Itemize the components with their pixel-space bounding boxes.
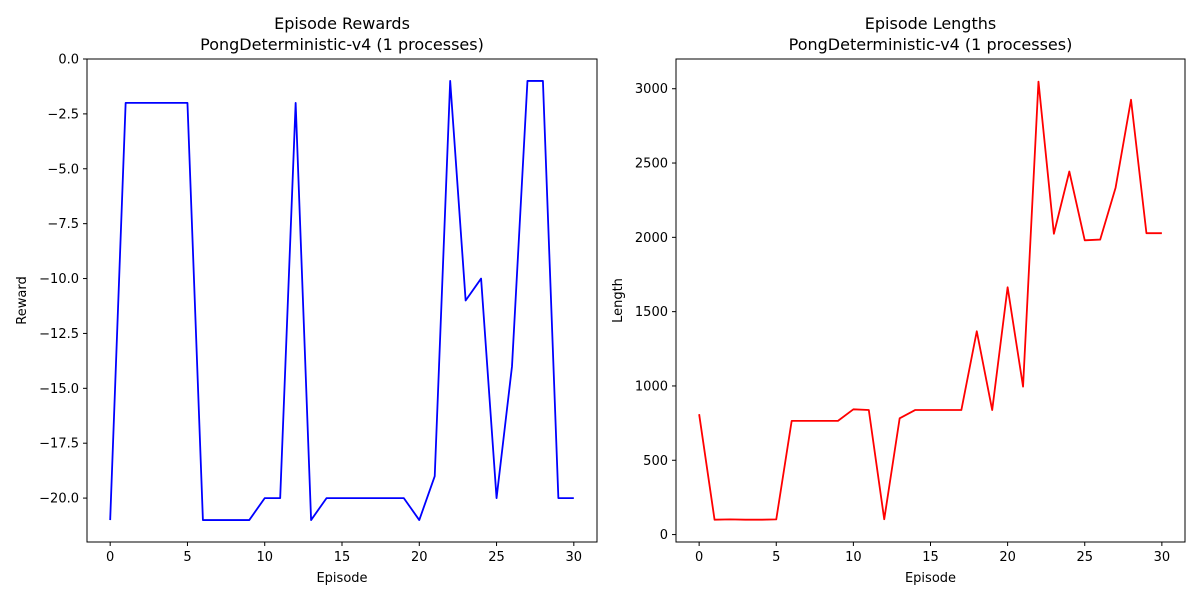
- series-line: [698, 80, 1162, 521]
- y-tick-label: 1500: [635, 305, 668, 320]
- y-tick-label: −10.0: [39, 272, 79, 287]
- y-tick-label: 1000: [635, 379, 668, 394]
- x-tick-label: 15: [334, 550, 351, 565]
- y-axis-label: Length: [611, 278, 626, 323]
- series-line: [109, 80, 574, 521]
- x-tick-label: 10: [256, 550, 273, 565]
- y-tick-label: −12.5: [39, 327, 79, 342]
- x-tick-label: 30: [566, 550, 583, 565]
- x-tick-label: 20: [999, 550, 1016, 565]
- y-tick-label: 2000: [635, 231, 668, 246]
- y-tick-label: 500: [643, 454, 668, 469]
- y-tick-label: 2500: [635, 157, 668, 172]
- y-tick-label: −15.0: [39, 382, 79, 397]
- y-tick-label: 3000: [635, 82, 668, 97]
- lengths-chart: Episode Lengths PongDeterministic-v4 (1 p…: [611, 14, 1186, 586]
- x-axis-label: Episode: [905, 571, 956, 586]
- x-tick-label: 10: [845, 550, 862, 565]
- x-tick-label: 0: [695, 550, 703, 565]
- x-tick-label: 30: [1154, 550, 1171, 565]
- y-tick-label: −7.5: [47, 217, 79, 232]
- y-tick-label: −17.5: [39, 437, 79, 452]
- x-tick-label: 5: [183, 550, 191, 565]
- x-tick-label: 5: [772, 550, 780, 565]
- y-axis-label: Reward: [15, 276, 30, 324]
- rewards-chart: Episode Rewards PongDeterministic-v4 (1 p…: [15, 14, 598, 586]
- y-tick-label: −2.5: [47, 107, 79, 122]
- x-axis-label: Episode: [316, 571, 367, 586]
- y-tick-label: −20.0: [39, 492, 79, 507]
- y-tick-label: −5.0: [47, 162, 79, 177]
- plot-frame: [675, 58, 1186, 543]
- chart-subtitle: PongDeterministic-v4 (1 processes): [789, 35, 1073, 54]
- x-tick-label: 15: [922, 550, 939, 565]
- y-tick-label: 0: [660, 528, 668, 543]
- x-tick-label: 20: [411, 550, 428, 565]
- x-tick-label: 25: [1076, 550, 1093, 565]
- chart-title: Episode Rewards: [274, 14, 410, 33]
- chart-subtitle: PongDeterministic-v4 (1 processes): [200, 35, 484, 54]
- chart-title: Episode Lengths: [865, 14, 996, 33]
- y-tick-label: 0.0: [58, 53, 79, 68]
- x-tick-label: 0: [106, 550, 114, 565]
- plot-frame: [86, 58, 598, 543]
- x-tick-label: 25: [488, 550, 505, 565]
